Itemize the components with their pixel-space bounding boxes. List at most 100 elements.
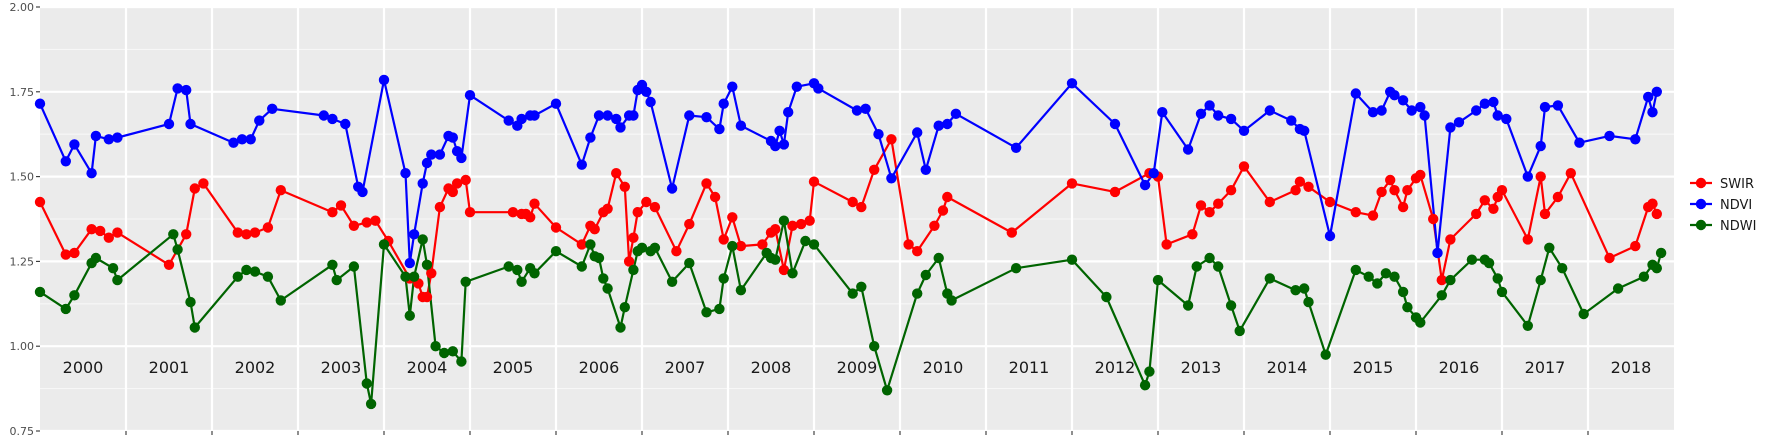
data-point-swir [1402,185,1413,196]
data-point-swir [804,215,815,226]
data-point-ndwi [400,271,411,282]
data-point-ndwi [1492,273,1503,284]
data-point-ndvi [267,103,278,115]
data-point-ndwi [787,268,798,279]
data-point-ndvi [783,107,794,118]
data-point-ndwi [1483,257,1495,269]
data-point-ndvi [417,178,428,189]
data-point-ndwi [185,296,196,308]
data-point-swir [507,207,519,218]
data-point-ndwi [1139,380,1151,391]
data-point-ndvi [550,98,562,109]
data-point-ndwi [1445,274,1456,286]
data-point-ndwi [516,276,527,287]
data-point-swir [1350,207,1362,218]
data-point-ndwi [735,285,747,296]
data-point-ndwi [1655,247,1667,259]
data-point-swir [1066,178,1078,189]
data-point-ndvi [666,183,678,194]
data-point-swir [370,215,381,226]
data-point-swir [103,232,115,243]
data-point-swir [718,234,729,245]
data-point-ndvi [1445,122,1456,133]
data-point-ndvi [434,149,446,160]
data-point-ndwi [598,273,609,284]
data-point-swir [735,240,747,252]
data-point-swir [795,218,807,230]
data-point-ndwi [365,398,377,410]
data-point-swir [1415,169,1426,181]
data-point-swir [623,256,635,267]
data-point-swir [1647,198,1658,209]
year-label: 2012 [1095,358,1136,377]
data-point-ndvi [641,86,652,98]
data-point-ndwi [1363,271,1374,282]
data-point-ndvi [1238,125,1250,136]
data-point-swir [1428,213,1439,225]
data-point-ndwi [275,295,286,306]
data-point-ndvi [1264,105,1276,116]
data-point-ndwi [1290,285,1301,296]
data-point-ndvi [645,96,656,108]
data-point-ndvi [1488,96,1499,108]
data-point-swir [856,201,867,213]
data-point-ndwi [1651,263,1663,274]
year-label: 2017 [1525,358,1566,377]
data-point-ndvi [404,257,415,269]
data-point-swir [778,264,790,276]
data-point-swir [525,212,536,223]
year-label: 2014 [1267,358,1308,377]
data-point-ndvi [90,130,102,142]
data-point-ndwi [69,290,80,301]
data-point-ndvi [873,129,884,140]
data-point-ndvi [1492,110,1503,121]
data-point-ndvi [34,98,46,109]
data-point-swir [1496,185,1508,196]
data-point-ndvi [1350,88,1362,99]
data-point-ndvi [1389,90,1400,101]
data-point-ndvi [585,132,596,143]
data-point-swir [241,229,252,240]
data-point-ndvi [172,83,183,94]
data-point-swir [1445,234,1456,245]
data-point-ndwi [1225,300,1237,311]
data-point-ndvi [464,90,476,101]
y-tick-label: 2.00 [10,1,35,14]
data-point-ndwi [869,341,880,352]
year-label: 2018 [1611,358,1652,377]
data-point-swir [335,200,347,211]
data-point-swir [701,178,712,189]
year-label: 2005 [493,358,534,377]
data-point-ndvi [718,98,729,109]
data-point-ndwi [327,259,338,270]
data-point-ndwi [1101,291,1112,303]
data-point-ndwi [1144,366,1155,377]
data-point-ndwi [800,235,811,247]
data-point-ndwi [649,242,661,253]
data-point-ndvi [851,105,863,116]
data-point-swir [628,232,639,243]
data-point-ndwi [1397,286,1409,298]
year-label: 2016 [1439,358,1480,377]
data-point-ndwi [1066,254,1078,265]
data-point-ndvi [933,120,944,131]
y-tick-label: 0.75 [10,425,35,438]
data-point-ndvi [920,164,931,175]
data-point-swir [1604,252,1615,264]
data-point-ndvi [628,110,639,121]
data-point-ndwi [920,269,931,281]
data-point-ndwi [701,307,712,318]
data-point-swir [1109,186,1121,198]
year-label: 2002 [235,358,276,377]
data-point-swir [1006,227,1017,238]
data-point-ndwi [378,239,390,250]
data-point-ndwi [1372,278,1383,289]
data-point-ndwi [666,276,678,287]
data-point-ndvi [1539,101,1551,113]
data-point-ndvi [378,74,390,86]
data-point-swir [163,259,175,270]
data-point-ndwi [60,303,71,315]
data-point-ndwi [1612,283,1624,294]
data-point-swir [1213,198,1224,209]
data-point-ndvi [1419,110,1430,121]
